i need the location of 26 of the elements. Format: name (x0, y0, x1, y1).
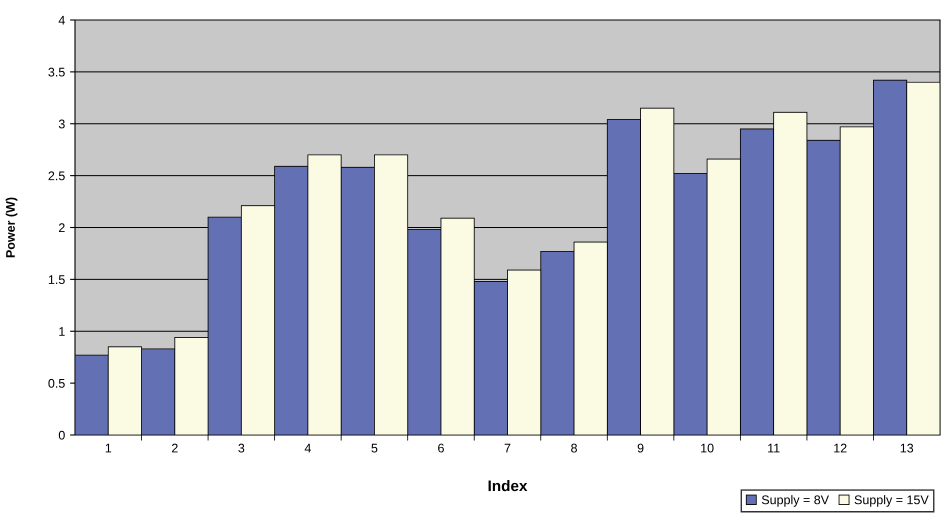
y-tick-label: 2 (58, 223, 65, 232)
x-tick-label: 3 (238, 444, 244, 453)
y-tick-label: 4 (58, 16, 65, 25)
y-tick-label: 0.5 (48, 378, 65, 388)
x-axis-title: Index (488, 480, 528, 492)
y-axis-title: Power (W) (6, 198, 18, 258)
y-tick-label: 1.5 (48, 275, 65, 284)
legend-label: Supply = 15V (854, 495, 929, 507)
x-tick-label: 1 (106, 444, 112, 452)
x-tick-label: 5 (371, 444, 378, 453)
y-tick-label: 3 (58, 120, 65, 128)
x-tick-label: 7 (504, 444, 510, 452)
x-tick-label: 12 (834, 444, 847, 452)
x-tick-label: 8 (571, 444, 577, 453)
legend-label: Supply = 8V (762, 495, 829, 507)
x-tick-label: 4 (304, 444, 311, 452)
y-tick-label: 2.5 (48, 171, 65, 180)
x-tick-label: 13 (900, 444, 914, 453)
x-tick-label: 6 (438, 444, 444, 453)
x-tick-label: 10 (701, 444, 714, 453)
x-tick-label: 9 (638, 444, 644, 453)
y-tick-label: 0 (58, 430, 65, 440)
x-tick-label: 11 (768, 444, 780, 452)
y-tick-label: 3.5 (48, 68, 65, 77)
x-tick-label: 2 (172, 444, 178, 452)
y-tick-label: 1 (59, 327, 65, 336)
